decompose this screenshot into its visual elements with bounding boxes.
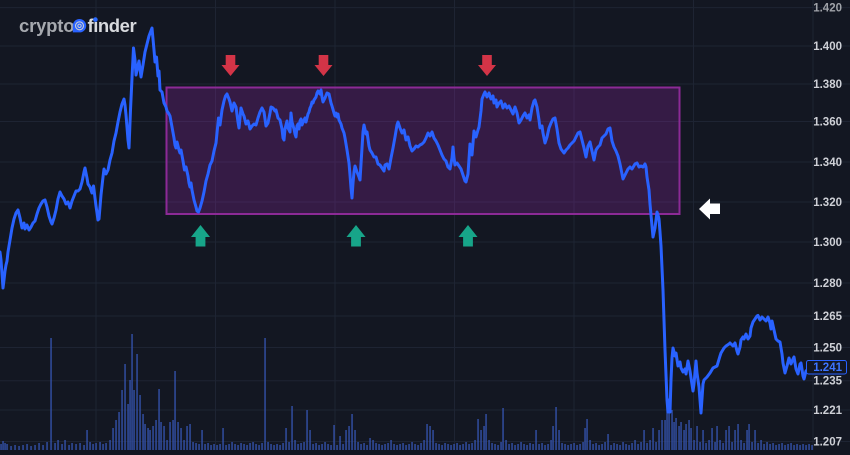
svg-text:1.250: 1.250 (813, 343, 842, 355)
svg-text:crypto: crypto (19, 15, 74, 36)
svg-text:1.265: 1.265 (813, 311, 842, 323)
svg-text:1.360: 1.360 (813, 117, 842, 129)
svg-text:1.235: 1.235 (813, 376, 842, 388)
svg-text:1.300: 1.300 (813, 237, 842, 249)
svg-text:1.340: 1.340 (813, 157, 842, 169)
svg-text:1.207: 1.207 (813, 437, 842, 449)
svg-text:1.420: 1.420 (813, 3, 842, 15)
svg-text:1.320: 1.320 (813, 197, 842, 209)
svg-text:finder: finder (88, 15, 137, 36)
svg-text:1.280: 1.280 (813, 278, 842, 290)
svg-text:1.400: 1.400 (813, 41, 842, 53)
svg-text:1.221: 1.221 (813, 405, 842, 417)
svg-text:1.241: 1.241 (813, 362, 842, 374)
svg-text:1.380: 1.380 (813, 79, 842, 91)
